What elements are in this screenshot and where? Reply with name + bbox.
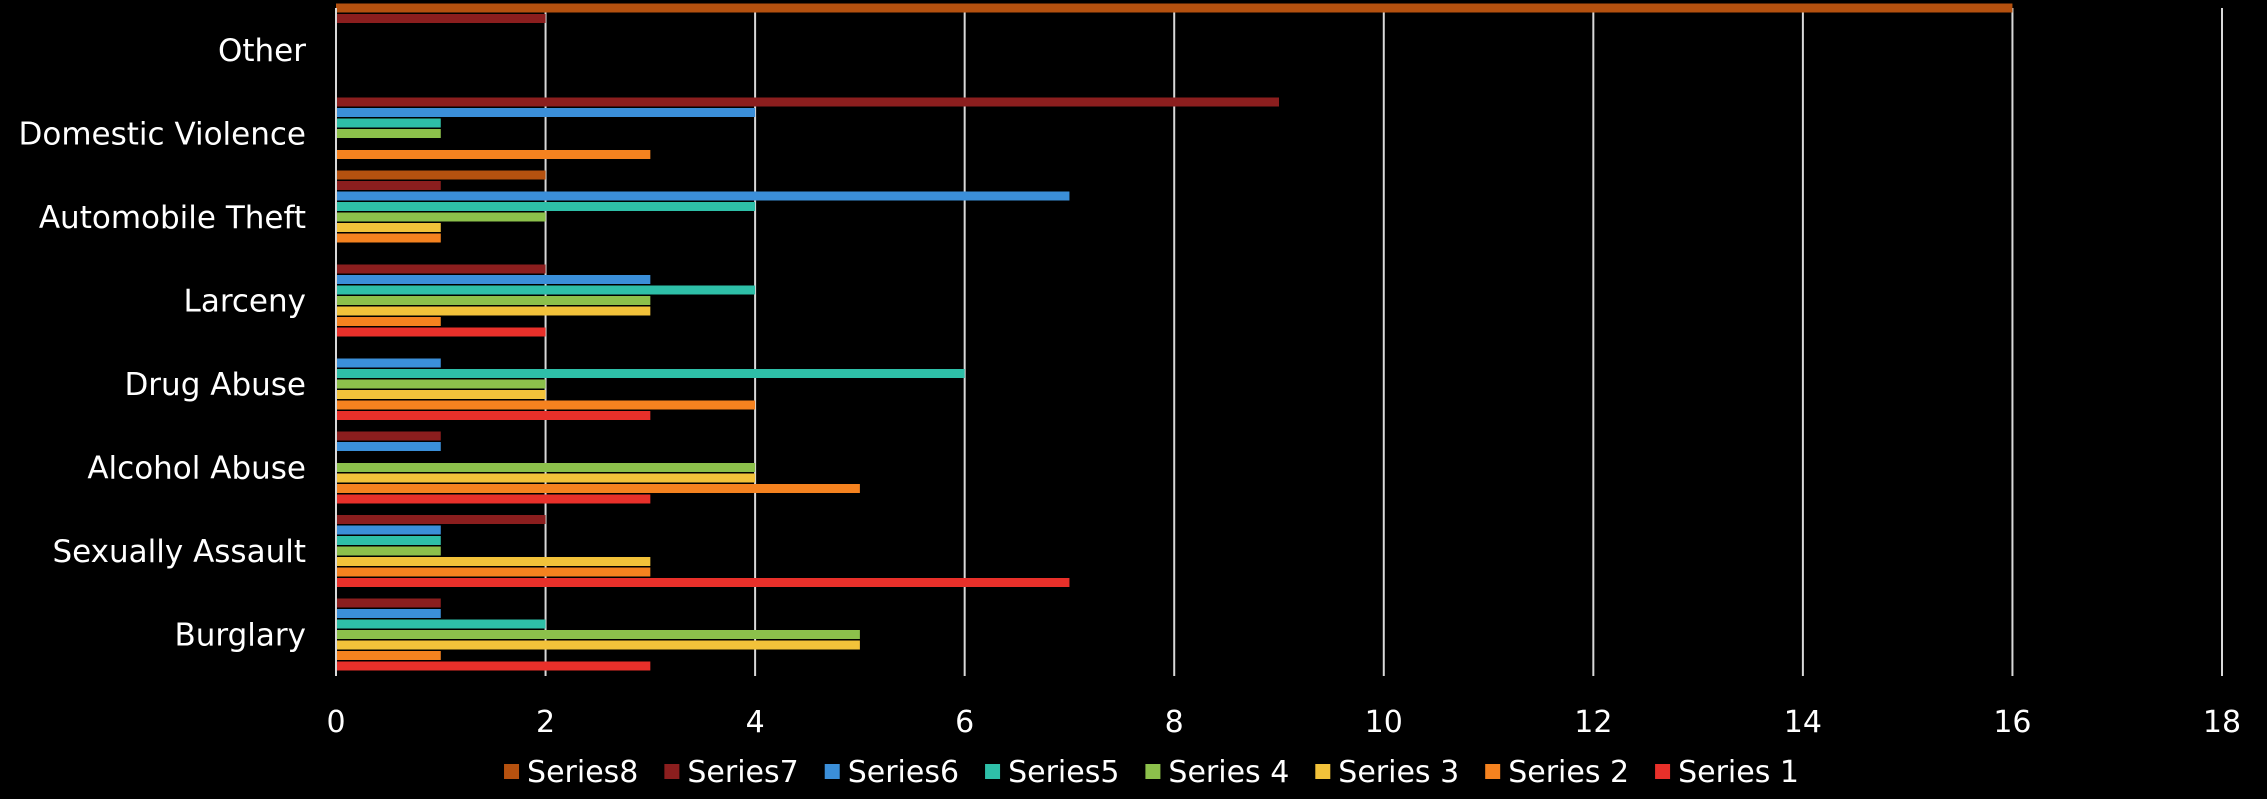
bar [336, 484, 860, 493]
bar [336, 306, 651, 316]
bar [336, 515, 546, 524]
bar [336, 578, 1070, 587]
bar [336, 494, 651, 504]
x-tick-label: 12 [1574, 705, 1612, 740]
legend-swatch [1145, 764, 1161, 779]
bar [336, 275, 651, 284]
bar [336, 390, 546, 399]
legend-swatch [664, 764, 680, 779]
category-label: Automobile Theft [39, 200, 306, 236]
category-label: Sexually Assault [52, 534, 306, 570]
x-tick-label: 8 [1165, 705, 1184, 740]
x-tick-label: 10 [1365, 705, 1403, 740]
bar [336, 3, 2013, 13]
legend-swatch [824, 764, 840, 779]
x-tick-label: 4 [746, 705, 765, 740]
legend-label: Series5 [1008, 755, 1119, 790]
category-label: Other [218, 33, 306, 69]
bar [336, 317, 441, 326]
bar [336, 212, 546, 222]
bar [336, 191, 1070, 201]
x-tick-label: 14 [1784, 705, 1822, 740]
bar [336, 431, 441, 441]
category-label: Drug Abuse [124, 367, 306, 403]
bar [336, 463, 756, 472]
gridlines [335, 8, 2223, 676]
bar [336, 442, 441, 451]
legend-label: Series 1 [1678, 755, 1799, 790]
bar [336, 181, 441, 190]
legend-label: Series8 [527, 755, 638, 790]
bar [336, 630, 860, 639]
legend: Series8 Series7 Series6 Series5 Series 4 Seri… [504, 755, 1799, 790]
bar [336, 264, 546, 274]
bar [336, 661, 651, 671]
bar [336, 473, 756, 483]
bars [335, 3, 2013, 676]
x-tick-label: 6 [955, 705, 974, 740]
bar [336, 567, 651, 577]
category-label: Burglary [175, 617, 307, 653]
legend-label: Series7 [687, 755, 798, 790]
legend-swatch [504, 764, 520, 779]
bar [336, 379, 546, 389]
bar [336, 202, 756, 211]
bar [336, 223, 441, 232]
bar [336, 609, 441, 618]
x-tick-labels: 0 2 4 6 8 10 12 14 16 18 [326, 705, 2241, 740]
legend-label: Series 3 [1338, 755, 1459, 790]
bar [336, 358, 441, 368]
category-label: Larceny [184, 283, 306, 319]
category-label: Domestic Violence [19, 116, 306, 152]
bar [336, 14, 546, 23]
bar [336, 150, 651, 159]
bar [336, 369, 965, 378]
bar [336, 619, 546, 629]
bar [336, 400, 756, 410]
bar [336, 97, 1279, 107]
legend-swatch [1655, 764, 1671, 779]
bar [336, 557, 651, 566]
bar [336, 170, 546, 180]
x-tick-label: 18 [2203, 705, 2241, 740]
legend-label: Series6 [848, 755, 959, 790]
category-labels: Burglary Sexually Assault Alcohol Abuse Dru… [19, 33, 307, 654]
bar [336, 129, 441, 138]
bar [336, 640, 860, 650]
legend-swatch [985, 764, 1001, 779]
bar [336, 118, 441, 128]
bar [336, 598, 441, 608]
bar [336, 296, 651, 305]
bar [336, 536, 441, 545]
bar [336, 546, 441, 556]
x-tick-label: 2 [536, 705, 555, 740]
bar [336, 285, 756, 295]
bar [336, 108, 756, 117]
bar [336, 525, 441, 535]
category-label: Alcohol Abuse [87, 450, 306, 486]
x-tick-label: 0 [326, 705, 345, 740]
legend-swatch [1485, 764, 1501, 779]
x-tick-label: 16 [1993, 705, 2031, 740]
legend-swatch [1315, 764, 1331, 779]
bar [336, 411, 651, 420]
legend-label: Series 4 [1168, 755, 1289, 790]
legend-label: Series 2 [1508, 755, 1629, 790]
bar [336, 233, 441, 243]
bar [336, 651, 441, 660]
bar [336, 327, 546, 337]
